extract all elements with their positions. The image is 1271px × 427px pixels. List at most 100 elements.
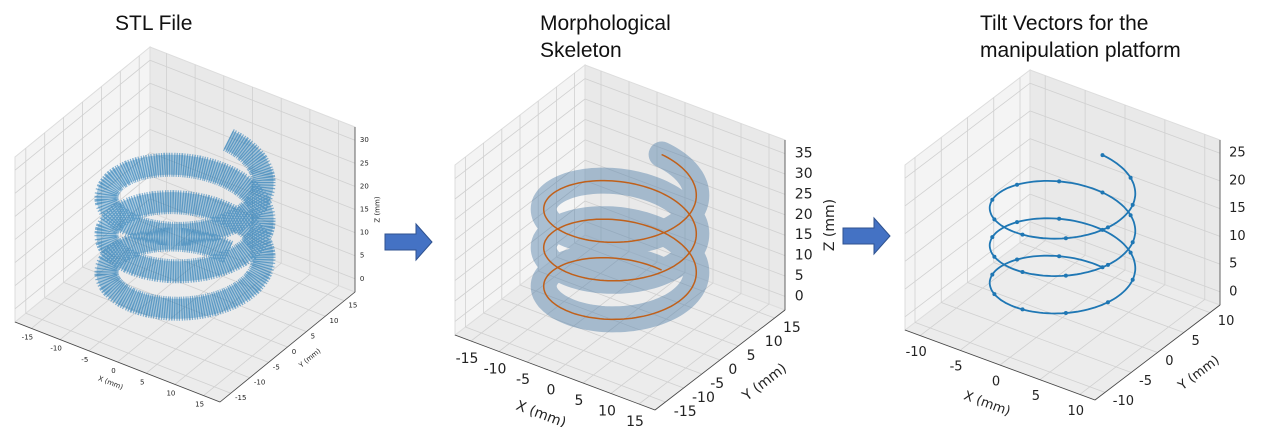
- y-axis-label: Y (mm): [297, 347, 323, 370]
- tilt-vector: [990, 273, 994, 277]
- y-tick-label: 15: [783, 320, 801, 336]
- tilt-vector: [1021, 270, 1025, 274]
- y-tick-label: 10: [1218, 314, 1235, 329]
- x-tick-label: -5: [81, 356, 88, 364]
- x-tick-label: -15: [22, 334, 33, 342]
- z-tick-label: 0: [1229, 284, 1237, 299]
- z-tick-label: 25: [1229, 146, 1246, 161]
- y-tick-label: -15: [235, 394, 246, 402]
- tilt-vector: [1057, 179, 1061, 183]
- y-tick-label: 5: [311, 333, 315, 341]
- tilt-vector: [1131, 278, 1135, 282]
- z-tick-label: 15: [360, 206, 369, 214]
- y-tick-label: 10: [330, 317, 339, 325]
- y-tick-label: -10: [1113, 394, 1134, 409]
- tilt-vector: [1131, 203, 1135, 207]
- z-tick-label: 20: [795, 207, 813, 223]
- y-tick-label: 5: [1192, 334, 1200, 349]
- x-tick-label: -10: [484, 362, 507, 378]
- tilt-vector: [1057, 254, 1061, 258]
- y-tick-label: -5: [273, 363, 280, 371]
- y-tick-label: 0: [1165, 354, 1173, 369]
- z-tick-label: 10: [360, 229, 369, 237]
- tilt-vector: [1106, 263, 1110, 267]
- y-tick-label: -15: [674, 404, 697, 420]
- x-tick-label: 0: [111, 367, 115, 375]
- z-tick-label: 10: [1229, 229, 1246, 244]
- tilt-vector: [1021, 233, 1025, 237]
- tilt-vector: [1015, 258, 1019, 262]
- tilt-vector: [1131, 240, 1135, 244]
- tilt-vector: [1064, 236, 1068, 240]
- z-axis-label: Z (mm): [373, 196, 381, 222]
- z-tick-label: 0: [360, 275, 364, 283]
- z-tick-label: 35: [795, 146, 813, 162]
- panel-title: Morphological: [540, 12, 671, 35]
- z-tick-label: 20: [360, 182, 369, 190]
- tilt-vector: [990, 198, 994, 202]
- x-tick-label: 0: [992, 374, 1000, 389]
- x-tick-label: 5: [1032, 389, 1040, 404]
- tilt-vector: [1106, 225, 1110, 229]
- arrow: [843, 218, 890, 254]
- tilt-vector: [992, 292, 996, 296]
- panel-title: STL File: [115, 12, 192, 35]
- x-tick-label: 10: [598, 404, 616, 420]
- z-tick-label: 20: [1229, 173, 1246, 188]
- x-tick-label: -5: [950, 360, 963, 375]
- tilt-vector: [1101, 265, 1105, 269]
- tilt-vector: [1129, 176, 1133, 180]
- y-tick-label: 10: [765, 334, 783, 350]
- z-tick-label: 5: [795, 268, 804, 284]
- z-tick-label: 15: [1229, 201, 1246, 216]
- x-tick-label: 10: [1068, 404, 1085, 419]
- tilt-vector: [990, 235, 994, 239]
- x-tick-label: 10: [166, 390, 175, 398]
- y-tick-label: 0: [292, 348, 296, 356]
- tilt-vector: [1129, 213, 1133, 217]
- x-tick-label: -10: [50, 345, 61, 353]
- y-tick-label: -5: [1139, 374, 1152, 389]
- y-tick-label: 5: [747, 348, 756, 364]
- x-tick-label: 0: [547, 383, 556, 399]
- tilt-vector: [1064, 274, 1068, 278]
- z-tick-label: 0: [795, 288, 804, 304]
- x-tick-label: 15: [626, 414, 644, 427]
- panel-title: Tilt Vectors for the: [980, 12, 1148, 35]
- y-tick-label: 0: [728, 362, 737, 378]
- x-axis-label: X (mm): [514, 398, 569, 427]
- panel-title: Skeleton: [540, 39, 622, 62]
- tilt-vector: [1021, 307, 1025, 311]
- tilt-vector: [1015, 220, 1019, 224]
- page: {"panels": [ {"title": ["STL File"], "x_…: [0, 0, 1271, 427]
- tilt-vector: [1015, 183, 1019, 187]
- z-tick-label: 10: [795, 248, 813, 264]
- z-axis-label: Z (mm): [822, 199, 838, 251]
- tilt-vector: [1101, 153, 1105, 157]
- z-tick-label: 30: [795, 166, 813, 182]
- tilt-vector: [992, 217, 996, 221]
- tilt-vector: [1057, 217, 1061, 221]
- y-axis-label: Y (mm): [739, 360, 790, 405]
- y-tick-label: -10: [692, 390, 715, 406]
- tilt-vector: [1101, 191, 1105, 195]
- x-tick-label: 15: [195, 401, 204, 409]
- x-tick-label: 5: [575, 393, 584, 409]
- x-axis-label: X (mm): [97, 375, 124, 392]
- z-tick-label: 5: [1229, 257, 1237, 272]
- x-tick-label: 5: [140, 378, 144, 386]
- z-tick-label: 15: [795, 227, 813, 243]
- arrow: [385, 224, 432, 260]
- y-tick-label: -5: [710, 376, 724, 392]
- tilt-vector: [1129, 251, 1133, 255]
- x-tick-label: -5: [516, 372, 530, 388]
- tilt-vector: [992, 255, 996, 259]
- panel-title: manipulation platform: [980, 39, 1181, 62]
- tilt-vector: [1064, 311, 1068, 315]
- tilt-vector: [1106, 300, 1110, 304]
- x-tick-label: -10: [906, 345, 927, 360]
- x-tick-label: -15: [456, 351, 479, 367]
- tilt-vector: [1101, 228, 1105, 232]
- figure: -15-10-5051015-15-10-5051015051015202530…: [0, 0, 1271, 427]
- z-tick-label: 5: [360, 252, 364, 260]
